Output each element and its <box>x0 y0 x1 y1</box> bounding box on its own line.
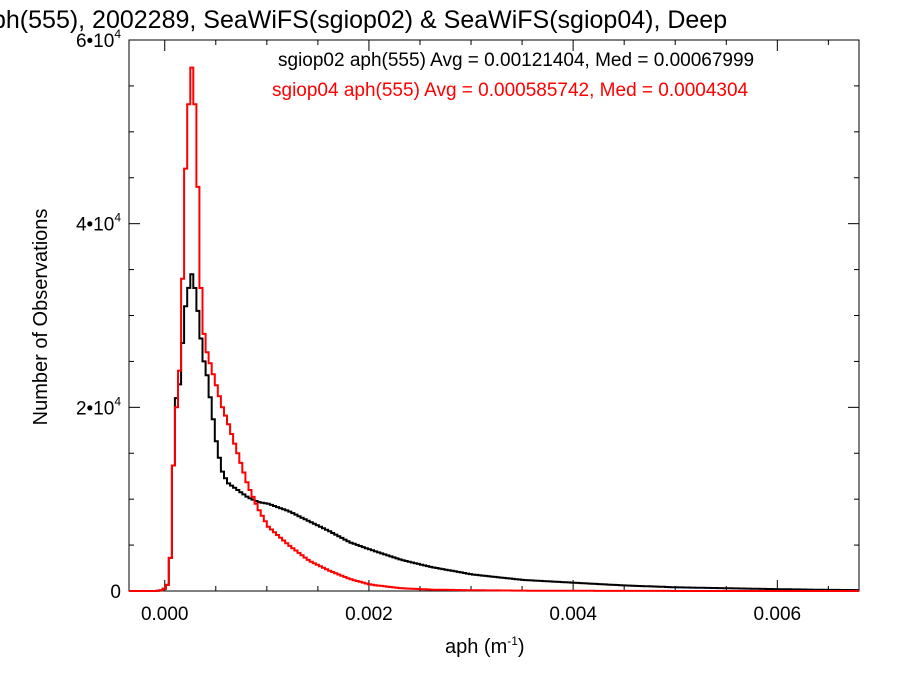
y-tick-mantissa: 4•10 <box>76 215 114 236</box>
y-tick-label: 0 <box>110 582 121 603</box>
y-tick-mantissa: 6•10 <box>76 31 114 52</box>
x-axis-title-main: aph (m <box>445 636 507 658</box>
y-tick-mantissa: 0 <box>110 582 121 603</box>
series-sgiop04 <box>129 66 859 592</box>
x-axis-title-end: ) <box>518 636 525 658</box>
y-tick-label: 6•104 <box>76 27 121 52</box>
y-tick-label: 4•104 <box>76 211 121 236</box>
legend-sgiop02: sgiop02 aph(555) Avg = 0.00121404, Med =… <box>278 50 754 71</box>
x-tick-label: 0.000 <box>141 604 189 625</box>
legend-sgiop04: sgiop04 aph(555) Avg = 0.000585742, Med … <box>272 80 749 101</box>
chart-title: ph(555), 2002289, SeaWiFS(sgiop02) & Sea… <box>0 6 727 34</box>
y-tick-exponent: 4 <box>114 211 121 225</box>
y-tick-exponent: 4 <box>114 27 121 41</box>
x-axis-title: aph (m-1) <box>445 634 525 658</box>
x-tick-label: 0.002 <box>345 604 393 625</box>
y-tick-exponent: 4 <box>114 394 121 408</box>
y-tick-mantissa: 2•10 <box>76 398 114 419</box>
x-tick-label: 0.006 <box>754 604 802 625</box>
x-axis-title-sup: -1 <box>507 634 518 648</box>
series-layer <box>129 66 859 592</box>
y-tick-label: 2•104 <box>76 394 121 419</box>
x-tick-label: 0.004 <box>549 604 597 625</box>
y-axis-title: Number of Observations <box>30 209 52 426</box>
